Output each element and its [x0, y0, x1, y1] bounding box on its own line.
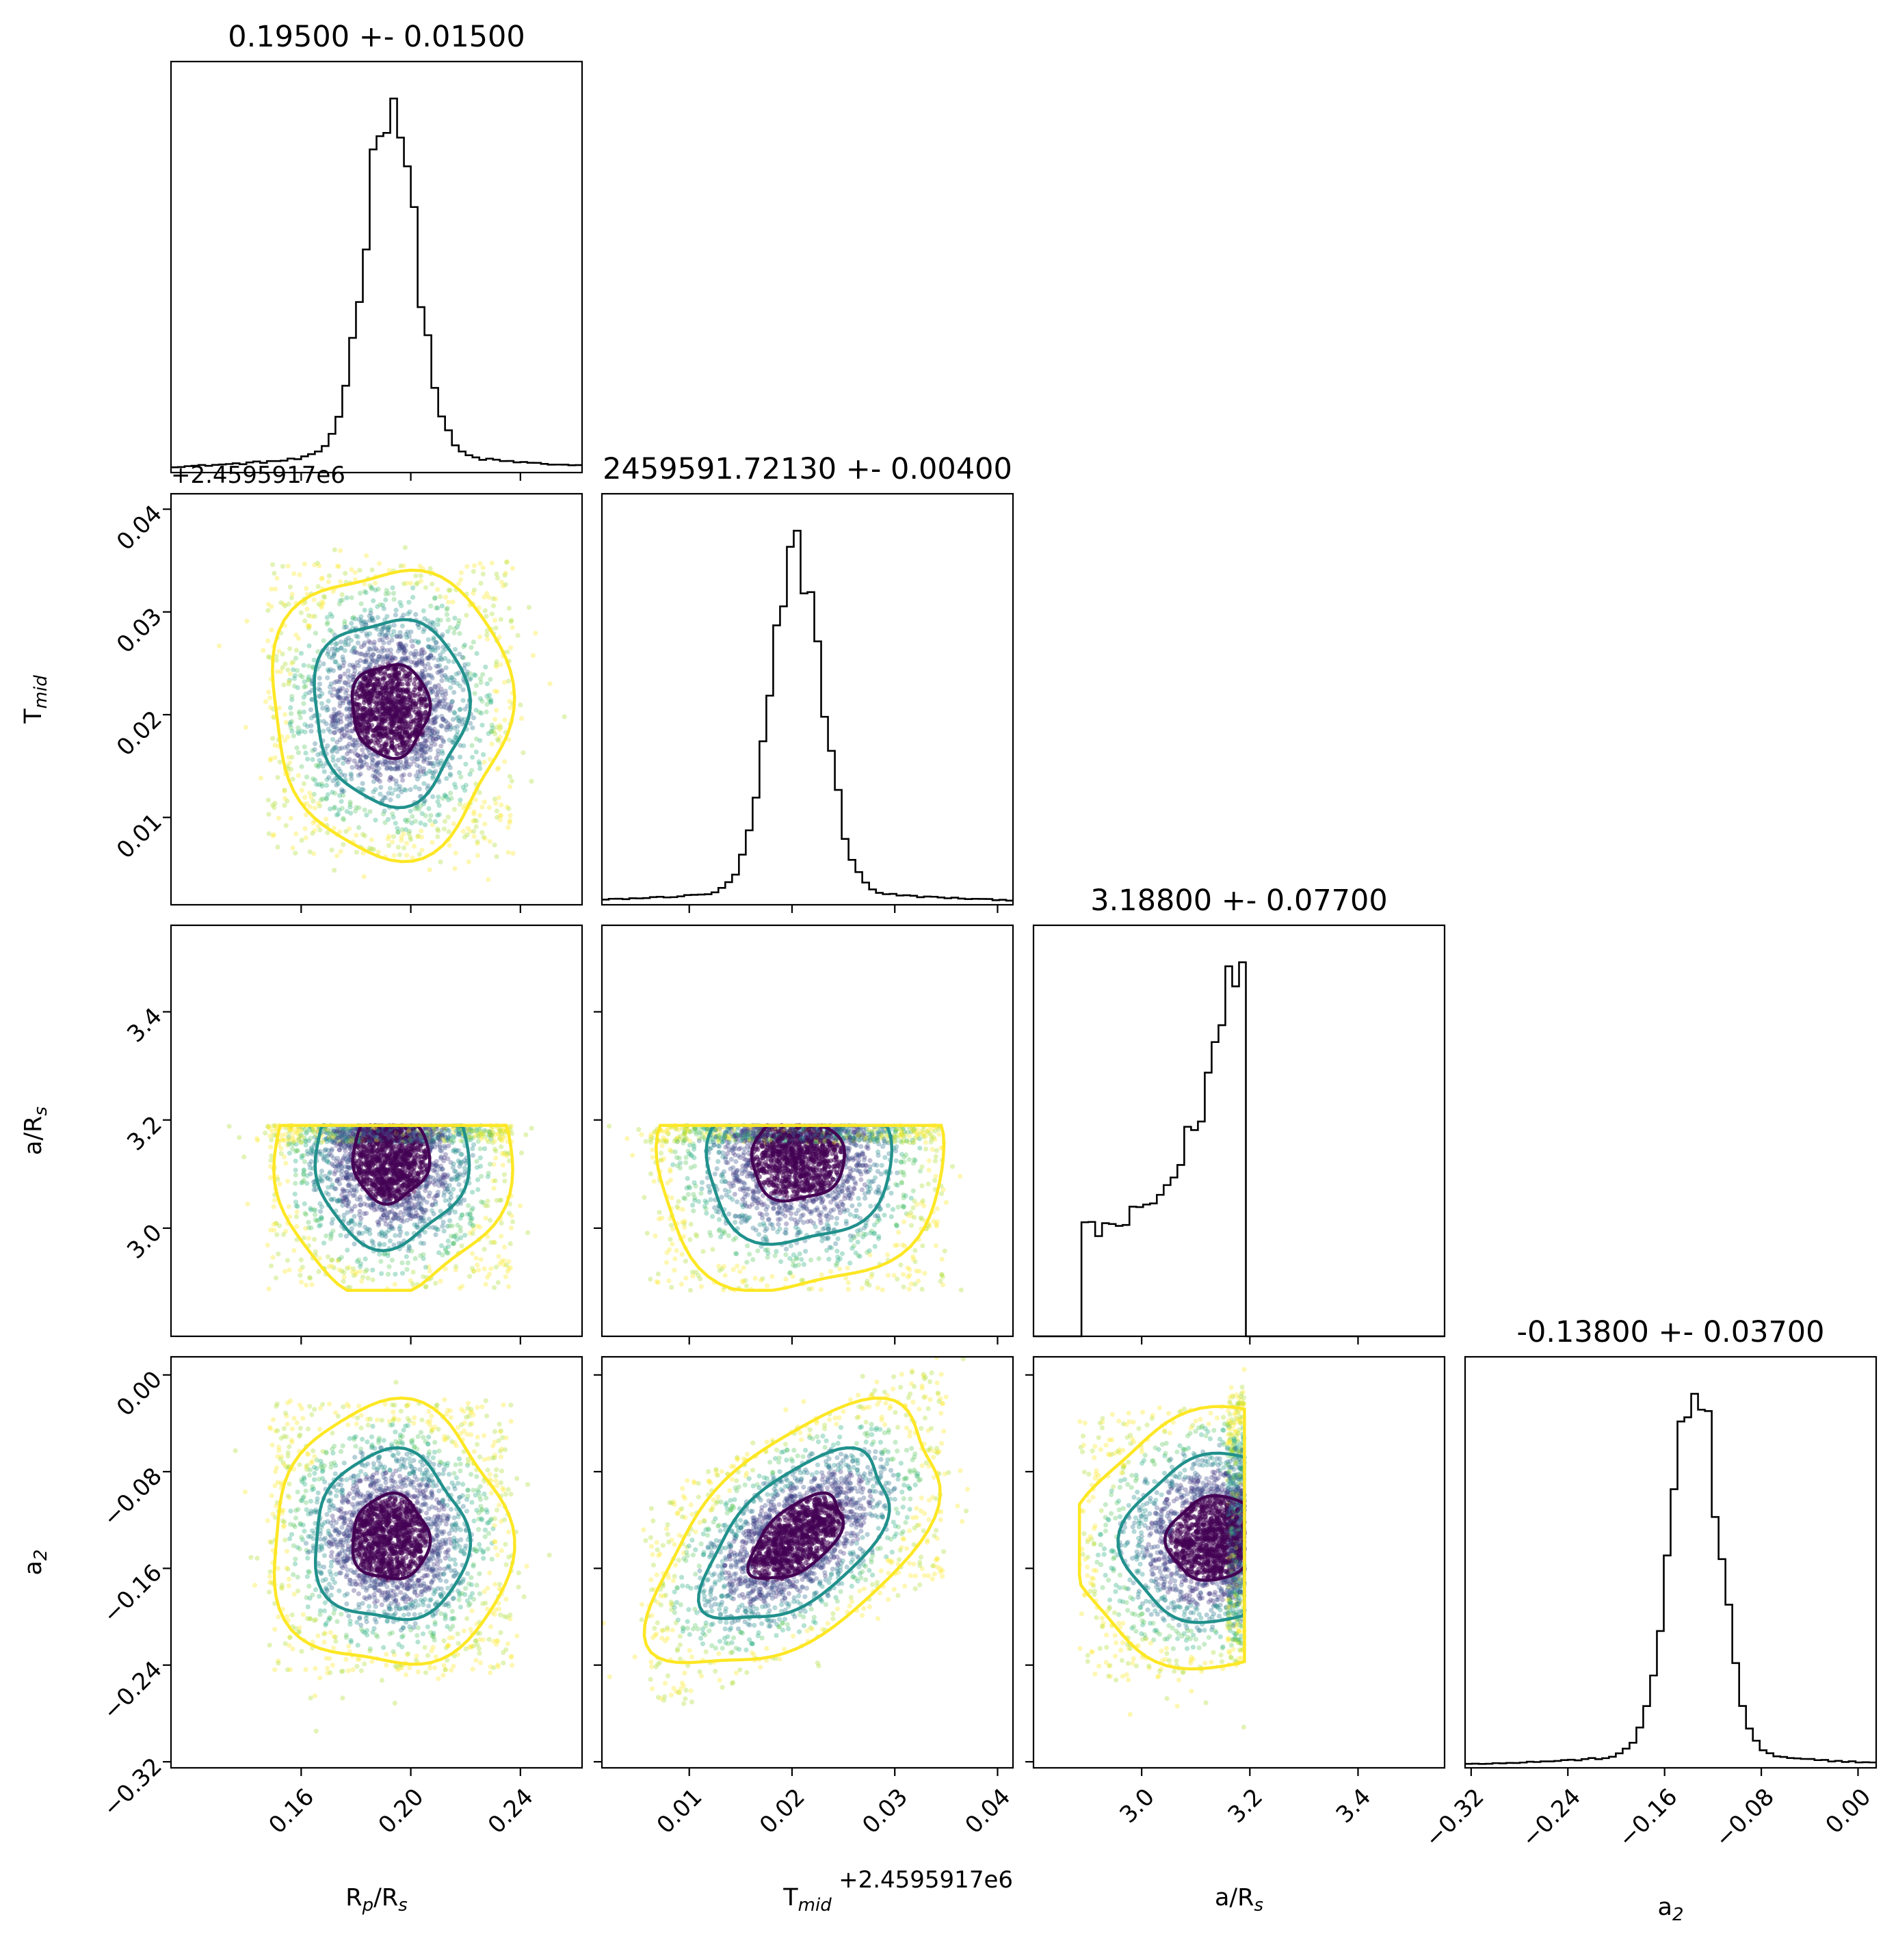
x-axis-label-tmid: Tmid — [782, 1884, 832, 1916]
scatter-panel-a2-vs-rp — [170, 1355, 583, 1769]
scatter-panel-ars-vs-tmid — [601, 924, 1014, 1338]
x-tick-label: −0.24 — [1516, 1784, 1586, 1853]
contour-middle — [313, 1446, 473, 1621]
diag-panel-frame — [170, 60, 583, 474]
x-tick-label: −0.08 — [1710, 1784, 1780, 1853]
y-tick-label: −0.16 — [98, 1559, 168, 1629]
contour-outer — [271, 568, 516, 864]
scatter-panel-frame — [170, 1355, 583, 1769]
x-axis-label-rp: Rp/Rs — [345, 1884, 408, 1916]
scatter-panel-frame — [1032, 1355, 1446, 1769]
histogram-a2: -0.13800 +- 0.03700 — [1464, 1315, 1878, 1769]
diag-panel-frame — [1032, 924, 1446, 1338]
y-tick-label: 0.03 — [111, 602, 168, 659]
contour-outer — [655, 1124, 946, 1293]
y-axis-label-tmid: Tmid — [20, 675, 51, 724]
contour-outer — [272, 1396, 516, 1666]
scatter-panel-a2-vs-tmid — [601, 1355, 1014, 1769]
x-tick-label: 0.04 — [960, 1784, 1016, 1840]
x-axis-label-a2: a2 — [1658, 1894, 1684, 1925]
diag-panel-frame — [601, 492, 1014, 906]
x-tick-label: 0.00 — [1820, 1784, 1876, 1840]
histogram-rp: 0.19500 +- 0.01500 — [170, 20, 583, 474]
histogram-ars: 3.18800 +- 0.07700 — [1032, 884, 1446, 1338]
x-tick-label: 3.2 — [1223, 1784, 1269, 1829]
contour-outer — [642, 1396, 942, 1665]
histogram-line — [602, 529, 1013, 902]
y-tick-label: 0.04 — [111, 500, 168, 556]
y-axis-label-ars: a/Rs — [20, 1107, 51, 1155]
scatter-panel-ars-vs-rp — [170, 924, 583, 1338]
y-tick-label: −0.24 — [98, 1656, 168, 1725]
scatter-panel-a2-vs-ars — [1032, 1355, 1446, 1769]
contour-middle — [313, 618, 473, 810]
contour-outer — [1077, 1405, 1246, 1671]
tick-marks — [163, 473, 1859, 1776]
y-tick-label: 3.2 — [122, 1111, 168, 1156]
y-tick-labels-tmid: 0.01 0.02 0.03 0.04 — [111, 500, 168, 864]
x-tick-label: 0.01 — [652, 1784, 708, 1840]
y-axis-label-a2: a2 — [20, 1550, 51, 1576]
contour-inner — [351, 1491, 432, 1580]
y-tick-label: 0.00 — [111, 1366, 168, 1422]
y-tick-label: 0.01 — [111, 808, 168, 864]
x-tick-label: −0.16 — [1613, 1784, 1683, 1853]
x-axis-offset-text: +2.4595917e6 — [839, 1866, 1013, 1894]
scatter-panel-frame — [170, 492, 583, 906]
hist-title: 0.19500 +- 0.01500 — [228, 20, 525, 54]
x-tick-label: 0.16 — [263, 1784, 319, 1840]
x-tick-label: −0.32 — [1420, 1784, 1490, 1853]
y-tick-labels-ars: 3.0 3.2 3.4 — [122, 1003, 168, 1264]
y-axis-offset-text: +2.4595917e6 — [171, 462, 345, 489]
y-tick-label: 3.4 — [122, 1003, 168, 1048]
histogram-line — [1465, 1392, 1876, 1765]
x-tick-label: 0.20 — [373, 1784, 430, 1840]
y-tick-label: 0.02 — [111, 706, 168, 762]
histogram-line — [1033, 961, 1445, 1338]
x-tick-label: 3.0 — [1114, 1784, 1160, 1829]
x-axis-label-ars: a/Rs — [1215, 1884, 1263, 1916]
y-tick-label: −0.08 — [98, 1462, 168, 1532]
histogram-line — [171, 97, 582, 468]
contour-outer — [272, 1124, 514, 1293]
x-tick-label: 0.24 — [483, 1784, 539, 1840]
contour-inner — [746, 1491, 845, 1580]
scatter-panel-frame — [170, 924, 583, 1338]
histogram-tmid: 2459591.72130 +- 0.00400 — [601, 452, 1014, 906]
hist-title: 2459591.72130 +- 0.00400 — [603, 452, 1012, 486]
x-tick-labels-rp: 0.16 0.20 0.24 — [263, 1784, 538, 1840]
contour-inner — [1163, 1494, 1246, 1582]
hist-title: 3.18800 +- 0.07700 — [1090, 884, 1388, 918]
x-tick-labels-tmid: 0.01 0.02 0.03 0.04 — [652, 1784, 1016, 1840]
scatter-panel-frame — [601, 924, 1014, 1338]
y-tick-labels-a2: −0.32 −0.24 −0.16 −0.08 0.00 — [98, 1366, 168, 1823]
x-tick-label: 0.02 — [754, 1784, 811, 1840]
x-tick-label: 3.4 — [1331, 1784, 1377, 1829]
hist-title: -0.13800 +- 0.03700 — [1516, 1315, 1824, 1349]
scatter-panel-tmid-vs-rp — [170, 492, 583, 906]
x-tick-label: 0.03 — [857, 1784, 913, 1840]
contour-middle — [696, 1446, 891, 1620]
contour-inner — [350, 663, 432, 760]
y-tick-label: −0.32 — [98, 1753, 168, 1823]
x-tick-labels-ars: 3.0 3.2 3.4 — [1114, 1784, 1376, 1829]
diag-panel-frame — [1464, 1355, 1878, 1769]
scatter-panel-frame — [601, 1355, 1014, 1769]
y-tick-label: 3.0 — [122, 1219, 168, 1264]
x-tick-labels-a2: −0.32 −0.24 −0.16 −0.08 0.00 — [1420, 1784, 1877, 1853]
